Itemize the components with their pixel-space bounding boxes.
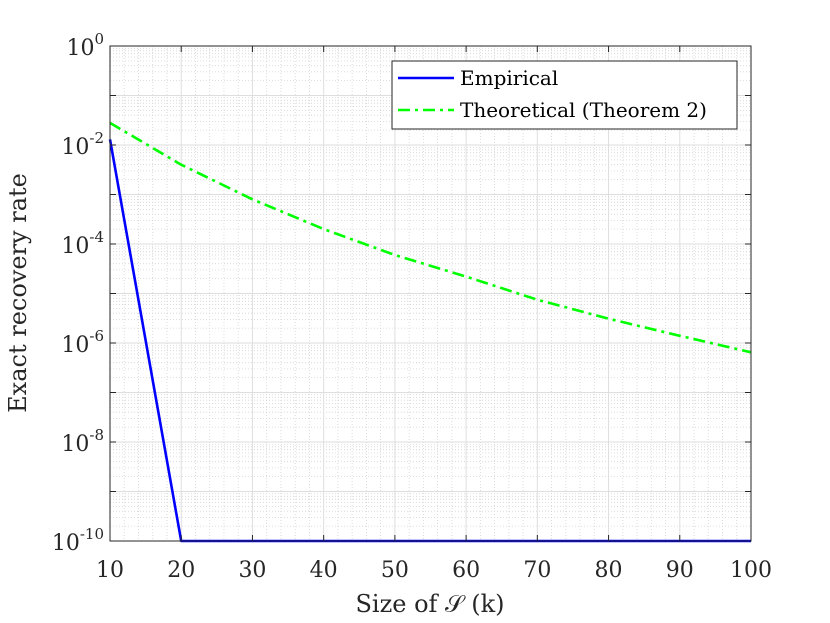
legend-label: Theoretical (Theorem 2) (460, 98, 707, 122)
x-tick-label: 60 (452, 558, 480, 583)
x-tick-label: 30 (238, 558, 266, 583)
y-axis-label: Exact recovery rate (4, 173, 32, 413)
legend-label: Empirical (460, 66, 558, 90)
axis-ticks (109, 45, 752, 542)
x-tick-labels: 10 20 30 40 50 60 70 80 90 100 (96, 558, 772, 583)
x-tick-label: 50 (381, 558, 409, 583)
legend-box (391, 60, 738, 130)
x-tick-label: 80 (595, 558, 623, 583)
x-axis-label: Size of 𝒮 (k) (355, 590, 504, 618)
x-tick-label: 70 (523, 558, 551, 583)
series-layer (108, 121, 752, 543)
legend: Empirical Theoretical (Theorem 2) (391, 60, 738, 130)
y-tick-label: 100 (66, 30, 104, 61)
y-tick-label: 10-2 (61, 129, 104, 160)
x-tick-label: 100 (730, 558, 772, 583)
y-tick-label: 10-4 (61, 228, 104, 259)
y-tick-labels: 100 10-2 10-4 10-6 10-8 10-10 (52, 30, 104, 556)
y-tick-label: 10-10 (52, 525, 104, 556)
series-line-1 (109, 121, 752, 354)
y-tick-label: 10-6 (61, 327, 104, 358)
x-tick-label: 40 (310, 558, 338, 583)
x-tick-label: 20 (167, 558, 195, 583)
y-tick-label: 10-8 (61, 426, 104, 457)
x-tick-label: 90 (666, 558, 694, 583)
x-tick-label: 10 (96, 558, 124, 583)
